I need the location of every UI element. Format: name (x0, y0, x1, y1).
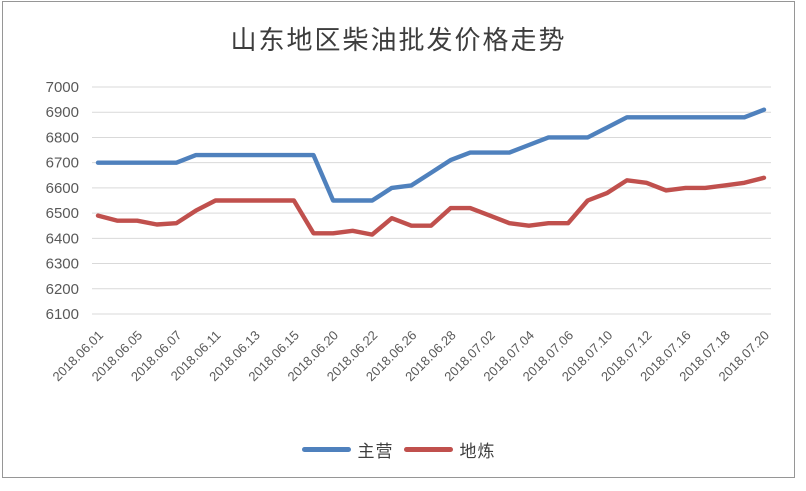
x-axis-labels: 2018.06.012018.06.052018.06.072018.06.11… (49, 328, 772, 385)
y-tick-label: 6600 (46, 180, 79, 197)
y-tick-label: 6200 (46, 281, 79, 298)
y-tick-label: 6300 (46, 256, 79, 273)
y-tick-label: 7000 (46, 79, 79, 96)
y-tick-label: 6900 (46, 104, 79, 121)
main-series-swatch-icon (301, 447, 351, 452)
plot-area: 7000 6900 6800 6700 6600 6500 6400 6300 6200 6100… (46, 79, 772, 385)
y-axis-labels: 7000 6900 6800 6700 6600 6500 6400 6300 6200 6100 (46, 79, 79, 323)
chart-frame: 山东地区柴油批发价格走势 7000 6900 6800 6700 6600 6500 640… (2, 1, 795, 478)
legend-item-main: 主营 (301, 437, 394, 462)
series-line-1 (95, 175, 767, 237)
legend-label-local: 地炼 (459, 442, 496, 461)
y-tick-label: 6400 (46, 230, 79, 247)
chart-title: 山东地区柴油批发价格走势 (230, 26, 567, 55)
y-tick-label: 6500 (46, 205, 79, 222)
chart-legend: 主营 地炼 (301, 437, 496, 462)
legend-item-local: 地炼 (403, 437, 496, 462)
y-tick-label: 6700 (46, 155, 79, 172)
series-line-0 (95, 107, 767, 203)
y-tick-label: 6800 (46, 129, 79, 146)
y-tick-label: 6100 (46, 306, 79, 323)
local-series-swatch-icon (403, 447, 453, 452)
legend-label-main: 主营 (357, 442, 394, 461)
gridlines (92, 86, 771, 315)
